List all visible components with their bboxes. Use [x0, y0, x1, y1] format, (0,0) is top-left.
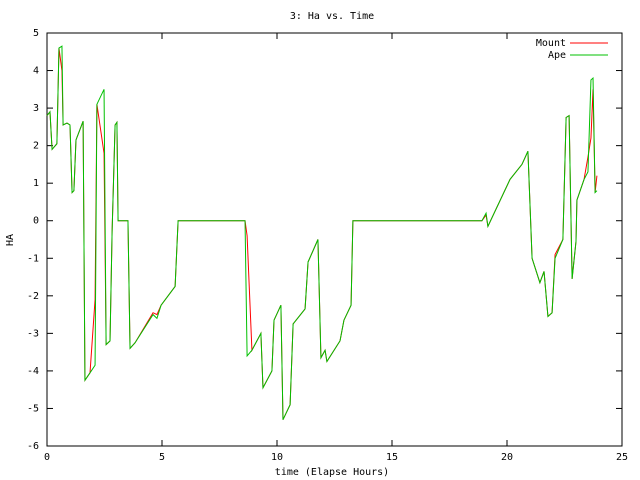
y-tick-label: -4	[27, 366, 39, 377]
y-tick-label: -6	[27, 441, 39, 452]
y-tick-label: -5	[27, 403, 39, 414]
plot-border	[46, 32, 623, 447]
y-tick-label: 1	[33, 178, 39, 189]
x-tick-label: 5	[159, 452, 165, 463]
y-tick-label: 4	[33, 66, 39, 77]
x-axis-label: time (Elapse Hours)	[275, 467, 389, 478]
y-tick-label: 5	[33, 28, 39, 39]
legend-label: Ape	[548, 50, 566, 61]
x-tick-label: 10	[271, 452, 283, 463]
x-tick-label: 0	[44, 452, 50, 463]
series-line	[46, 47, 598, 420]
legend-label: Mount	[536, 38, 566, 49]
y-tick-label: -1	[27, 253, 39, 264]
y-tick-label: -2	[27, 291, 39, 302]
y-tick-label: 0	[33, 216, 39, 227]
y-tick-label: -3	[27, 328, 39, 339]
chart-title: 3: Ha vs. Time	[290, 11, 374, 22]
x-tick-label: 20	[501, 452, 513, 463]
y-axis-label: HA	[5, 234, 16, 246]
y-tick-label: 2	[33, 141, 39, 152]
series-line	[46, 45, 598, 420]
y-tick-label: 3	[33, 103, 39, 114]
x-tick-label: 25	[616, 452, 628, 463]
x-tick-label: 15	[386, 452, 398, 463]
